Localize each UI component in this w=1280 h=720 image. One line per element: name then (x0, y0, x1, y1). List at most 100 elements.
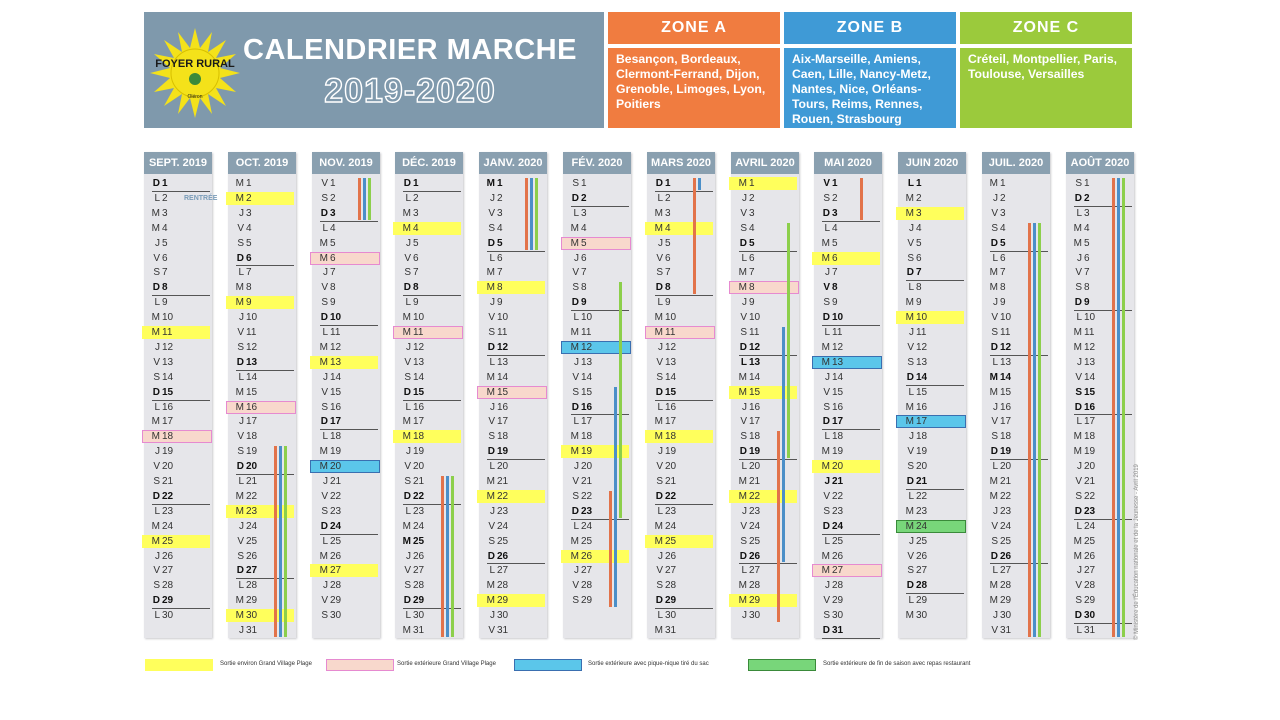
day-number: 29 (1084, 595, 1096, 607)
day-letter: J (574, 356, 579, 368)
day-number: 12 (1084, 341, 1096, 353)
day-number: 17 (330, 416, 342, 428)
day-number: 12 (330, 341, 342, 353)
day-row: M 28 (733, 578, 771, 593)
month-column: SEPT. 2019 D 1 L 2 RENTRÉE M 3 M 4 J 5 V 6 S 7 D 8 L 9 M 10 M 1… (142, 152, 217, 638)
day-row: J 19 (397, 444, 435, 459)
day-row: M 10 (649, 310, 687, 325)
day-row: M 24 (146, 519, 184, 534)
legend-label: Sortie extérieure de fin de saison avec … (823, 661, 971, 667)
day-row: S 15 (565, 385, 603, 400)
day-letter: L (992, 252, 998, 264)
day-letter: D (152, 490, 160, 502)
day-number: 19 (916, 446, 928, 458)
day-letter: M (1073, 341, 1082, 353)
day-number: 5 (665, 237, 671, 249)
week-separator (320, 533, 378, 535)
day-number: 19 (162, 446, 174, 458)
day-number: 23 (246, 505, 258, 517)
day-letter: M (486, 595, 495, 607)
day-number: 14 (832, 371, 844, 383)
day-number: 7 (749, 267, 755, 279)
day-letter: M (654, 625, 663, 636)
month-column: OCT. 2019 M 1 M 2 J 3 V 4 S 5 D 6 L 7 M 8 M 9 J 10 V 11 S 12 D 13 L… (226, 152, 296, 638)
month-title: FÉV. 2020 (563, 152, 631, 174)
day-number: 28 (413, 580, 425, 592)
day-row: L 30 (649, 608, 687, 623)
zone-cities: Besançon, Bordeaux, Clermont-Ferrand, Di… (608, 48, 780, 128)
day-row: J 30 (733, 608, 771, 623)
day-letter: M (486, 490, 495, 502)
week-separator (906, 593, 964, 595)
day-letter: S (572, 595, 579, 607)
day-letter: M (235, 595, 244, 607)
day-row: D 26 (481, 549, 519, 564)
day-letter: V (991, 520, 998, 532)
day-letter: L (741, 461, 747, 473)
day-letter: L (824, 222, 830, 234)
day-number: 31 (413, 625, 425, 636)
day-letter: M (654, 416, 663, 428)
day-number: 26 (1084, 550, 1096, 562)
month-column: MAI 2020 V 1 S 2 D 3 L 4 M 5 M 6 J 7 V 8 S 9 D 10 L 11 M 12 M 13 J 1… (812, 152, 882, 639)
week-separator (487, 459, 545, 461)
day-row: S 16 (314, 400, 352, 415)
day-row: V 27 (146, 563, 184, 578)
day-number: 26 (413, 550, 425, 562)
day-number: 8 (916, 282, 922, 294)
day-letter: S (823, 192, 830, 204)
day-letter: J (406, 341, 411, 353)
day-number: 15 (665, 386, 677, 398)
day-number: 25 (749, 535, 761, 547)
day-number: 2 (497, 192, 503, 204)
day-letter: J (239, 207, 244, 219)
day-letter: L (154, 401, 160, 413)
day-number: 16 (832, 401, 844, 413)
week-separator (403, 295, 461, 297)
day-number: 21 (497, 476, 509, 487)
day-number: 3 (413, 207, 419, 219)
week-separator (655, 295, 713, 297)
day-letter: M (738, 282, 747, 294)
week-separator (990, 563, 1048, 565)
day-letter: V (656, 461, 663, 473)
day-row: L 17 (1068, 414, 1106, 429)
day-number: 17 (162, 416, 174, 428)
day-number: 22 (497, 490, 509, 502)
zone-1: ZONE A Besançon, Bordeaux, Clermont-Ferra… (608, 12, 780, 128)
day-letter: V (488, 625, 495, 636)
day-number: 19 (330, 446, 342, 458)
day-letter: J (742, 401, 747, 413)
day-letter: D (906, 476, 914, 487)
day-row: J 27 (1068, 563, 1106, 578)
day-letter: M (738, 595, 747, 607)
day-number: 21 (916, 476, 928, 487)
day-row: M 20 (314, 459, 352, 474)
day-letter: V (656, 356, 663, 368)
day-row: S 28 (146, 578, 184, 593)
holiday-bar-zone-b (1033, 222, 1036, 637)
day-letter: D (1074, 610, 1082, 622)
day-number: 11 (1000, 327, 1011, 338)
day-letter: V (488, 520, 495, 532)
day-letter: L (489, 565, 495, 577)
day-letter: S (656, 371, 663, 383)
day-number: 13 (162, 356, 174, 368)
day-row: V 13 (397, 355, 435, 370)
day-number: 8 (1084, 282, 1090, 294)
day-letter: S (321, 401, 328, 413)
day-number: 2 (749, 192, 755, 204)
day-letter: M (821, 237, 830, 249)
day-letter: S (572, 490, 579, 502)
